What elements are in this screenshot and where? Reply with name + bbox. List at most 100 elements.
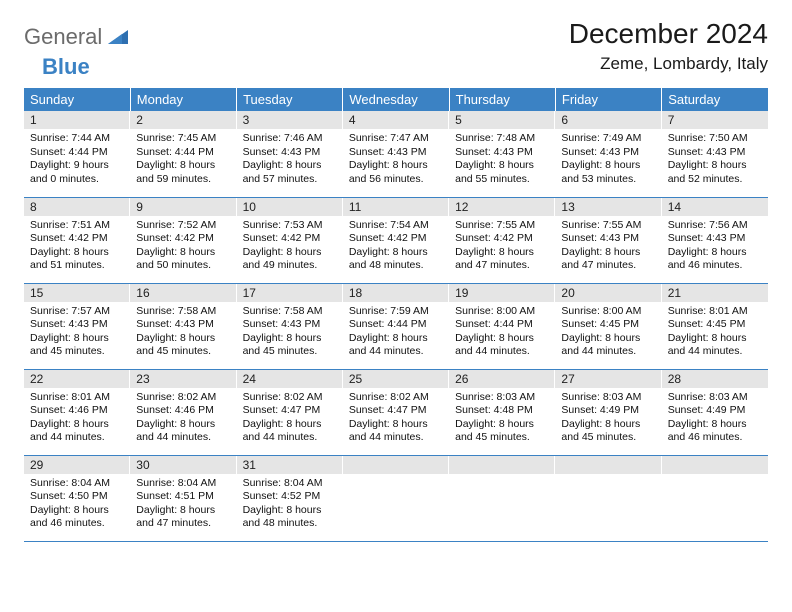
day-details: Sunrise: 8:01 AMSunset: 4:45 PMDaylight:… <box>662 302 768 364</box>
calendar-day-cell: 6Sunrise: 7:49 AMSunset: 4:43 PMDaylight… <box>555 111 661 197</box>
day-number: 13 <box>555 198 661 216</box>
day-details: Sunrise: 8:02 AMSunset: 4:47 PMDaylight:… <box>237 388 343 450</box>
day-number: 23 <box>130 370 236 388</box>
calendar-day-cell: 4Sunrise: 7:47 AMSunset: 4:43 PMDaylight… <box>343 111 449 197</box>
day-details: Sunrise: 7:52 AMSunset: 4:42 PMDaylight:… <box>130 216 236 278</box>
calendar-day-cell: 25Sunrise: 8:02 AMSunset: 4:47 PMDayligh… <box>343 369 449 455</box>
day-details: Sunrise: 7:58 AMSunset: 4:43 PMDaylight:… <box>237 302 343 364</box>
day-details: Sunrise: 7:59 AMSunset: 4:44 PMDaylight:… <box>343 302 449 364</box>
day-number: 9 <box>130 198 236 216</box>
calendar-day-cell <box>449 455 555 541</box>
weekday-header: Saturday <box>662 88 768 111</box>
calendar-day-cell: 12Sunrise: 7:55 AMSunset: 4:42 PMDayligh… <box>449 197 555 283</box>
day-number: 3 <box>237 111 343 129</box>
calendar-day-cell: 23Sunrise: 8:02 AMSunset: 4:46 PMDayligh… <box>130 369 236 455</box>
weekday-header: Tuesday <box>237 88 343 111</box>
day-number: 2 <box>130 111 236 129</box>
day-number: 8 <box>24 198 130 216</box>
calendar-day-cell: 26Sunrise: 8:03 AMSunset: 4:48 PMDayligh… <box>449 369 555 455</box>
calendar-day-cell: 28Sunrise: 8:03 AMSunset: 4:49 PMDayligh… <box>662 369 768 455</box>
logo-text-gray: General <box>24 24 102 50</box>
day-number: 15 <box>24 284 130 302</box>
day-number: 30 <box>130 456 236 474</box>
calendar-day-cell: 1Sunrise: 7:44 AMSunset: 4:44 PMDaylight… <box>24 111 130 197</box>
day-details: Sunrise: 7:50 AMSunset: 4:43 PMDaylight:… <box>662 129 768 191</box>
calendar-day-cell: 3Sunrise: 7:46 AMSunset: 4:43 PMDaylight… <box>237 111 343 197</box>
day-number: 20 <box>555 284 661 302</box>
calendar-day-cell: 31Sunrise: 8:04 AMSunset: 4:52 PMDayligh… <box>237 455 343 541</box>
calendar-day-cell: 7Sunrise: 7:50 AMSunset: 4:43 PMDaylight… <box>662 111 768 197</box>
calendar-week-row: 1Sunrise: 7:44 AMSunset: 4:44 PMDaylight… <box>24 111 768 197</box>
day-number: 19 <box>449 284 555 302</box>
weekday-header: Thursday <box>449 88 555 111</box>
day-details: Sunrise: 7:56 AMSunset: 4:43 PMDaylight:… <box>662 216 768 278</box>
day-number: 22 <box>24 370 130 388</box>
logo-text-blue: Blue <box>42 54 90 80</box>
day-number: 11 <box>343 198 449 216</box>
calendar-day-cell: 14Sunrise: 7:56 AMSunset: 4:43 PMDayligh… <box>662 197 768 283</box>
calendar-day-cell <box>555 455 661 541</box>
day-details: Sunrise: 8:03 AMSunset: 4:49 PMDaylight:… <box>662 388 768 450</box>
day-details: Sunrise: 7:48 AMSunset: 4:43 PMDaylight:… <box>449 129 555 191</box>
weekday-header: Wednesday <box>343 88 449 111</box>
day-details: Sunrise: 8:04 AMSunset: 4:51 PMDaylight:… <box>130 474 236 536</box>
calendar-day-cell: 2Sunrise: 7:45 AMSunset: 4:44 PMDaylight… <box>130 111 236 197</box>
day-number: 21 <box>662 284 768 302</box>
calendar-day-cell: 15Sunrise: 7:57 AMSunset: 4:43 PMDayligh… <box>24 283 130 369</box>
day-details: Sunrise: 7:57 AMSunset: 4:43 PMDaylight:… <box>24 302 130 364</box>
day-number: 25 <box>343 370 449 388</box>
day-number: 29 <box>24 456 130 474</box>
day-details: Sunrise: 7:58 AMSunset: 4:43 PMDaylight:… <box>130 302 236 364</box>
calendar-day-cell <box>662 455 768 541</box>
calendar-day-cell: 9Sunrise: 7:52 AMSunset: 4:42 PMDaylight… <box>130 197 236 283</box>
day-details: Sunrise: 8:00 AMSunset: 4:44 PMDaylight:… <box>449 302 555 364</box>
calendar-day-cell: 30Sunrise: 8:04 AMSunset: 4:51 PMDayligh… <box>130 455 236 541</box>
day-details: Sunrise: 8:04 AMSunset: 4:50 PMDaylight:… <box>24 474 130 536</box>
day-details: Sunrise: 8:02 AMSunset: 4:46 PMDaylight:… <box>130 388 236 450</box>
calendar-week-row: 15Sunrise: 7:57 AMSunset: 4:43 PMDayligh… <box>24 283 768 369</box>
calendar-day-cell <box>343 455 449 541</box>
day-number: 6 <box>555 111 661 129</box>
day-number: 10 <box>237 198 343 216</box>
month-title: December 2024 <box>569 18 768 50</box>
calendar-day-cell: 16Sunrise: 7:58 AMSunset: 4:43 PMDayligh… <box>130 283 236 369</box>
calendar-week-row: 22Sunrise: 8:01 AMSunset: 4:46 PMDayligh… <box>24 369 768 455</box>
logo: General <box>24 24 130 50</box>
calendar-day-cell: 8Sunrise: 7:51 AMSunset: 4:42 PMDaylight… <box>24 197 130 283</box>
day-details: Sunrise: 7:45 AMSunset: 4:44 PMDaylight:… <box>130 129 236 191</box>
calendar-body: 1Sunrise: 7:44 AMSunset: 4:44 PMDaylight… <box>24 111 768 541</box>
calendar-week-row: 8Sunrise: 7:51 AMSunset: 4:42 PMDaylight… <box>24 197 768 283</box>
weekday-header: Friday <box>555 88 661 111</box>
weekday-header-row: SundayMondayTuesdayWednesdayThursdayFrid… <box>24 88 768 111</box>
day-details: Sunrise: 7:44 AMSunset: 4:44 PMDaylight:… <box>24 129 130 191</box>
calendar-day-cell: 21Sunrise: 8:01 AMSunset: 4:45 PMDayligh… <box>662 283 768 369</box>
day-number: 5 <box>449 111 555 129</box>
day-number: 24 <box>237 370 343 388</box>
weekday-header: Sunday <box>24 88 130 111</box>
calendar-day-cell: 19Sunrise: 8:00 AMSunset: 4:44 PMDayligh… <box>449 283 555 369</box>
day-details: Sunrise: 7:47 AMSunset: 4:43 PMDaylight:… <box>343 129 449 191</box>
calendar-week-row: 29Sunrise: 8:04 AMSunset: 4:50 PMDayligh… <box>24 455 768 541</box>
day-details: Sunrise: 7:55 AMSunset: 4:42 PMDaylight:… <box>449 216 555 278</box>
day-details: Sunrise: 8:02 AMSunset: 4:47 PMDaylight:… <box>343 388 449 450</box>
day-number: 31 <box>237 456 343 474</box>
day-number: 18 <box>343 284 449 302</box>
day-number: 28 <box>662 370 768 388</box>
day-number: 27 <box>555 370 661 388</box>
weekday-header: Monday <box>130 88 236 111</box>
calendar-day-cell: 11Sunrise: 7:54 AMSunset: 4:42 PMDayligh… <box>343 197 449 283</box>
calendar-day-cell: 18Sunrise: 7:59 AMSunset: 4:44 PMDayligh… <box>343 283 449 369</box>
day-details: Sunrise: 8:04 AMSunset: 4:52 PMDaylight:… <box>237 474 343 536</box>
day-details: Sunrise: 8:00 AMSunset: 4:45 PMDaylight:… <box>555 302 661 364</box>
calendar-table: SundayMondayTuesdayWednesdayThursdayFrid… <box>24 88 768 542</box>
day-details: Sunrise: 7:51 AMSunset: 4:42 PMDaylight:… <box>24 216 130 278</box>
calendar-day-cell: 27Sunrise: 8:03 AMSunset: 4:49 PMDayligh… <box>555 369 661 455</box>
logo-sail-icon <box>106 28 130 46</box>
calendar-day-cell: 29Sunrise: 8:04 AMSunset: 4:50 PMDayligh… <box>24 455 130 541</box>
day-number: 26 <box>449 370 555 388</box>
day-details: Sunrise: 7:55 AMSunset: 4:43 PMDaylight:… <box>555 216 661 278</box>
calendar-day-cell: 5Sunrise: 7:48 AMSunset: 4:43 PMDaylight… <box>449 111 555 197</box>
calendar-day-cell: 13Sunrise: 7:55 AMSunset: 4:43 PMDayligh… <box>555 197 661 283</box>
day-number: 12 <box>449 198 555 216</box>
calendar-day-cell: 17Sunrise: 7:58 AMSunset: 4:43 PMDayligh… <box>237 283 343 369</box>
